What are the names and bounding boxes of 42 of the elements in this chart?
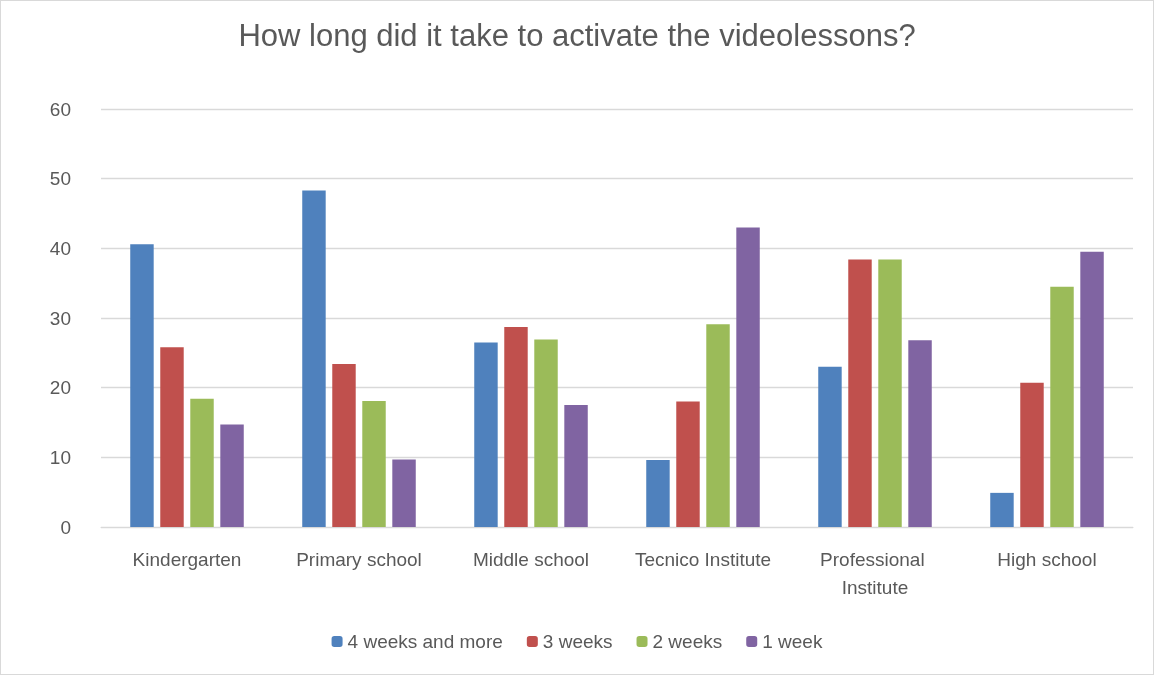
- x-tick-label: High school: [997, 548, 1097, 570]
- y-tick-label: 40: [49, 237, 71, 259]
- x-tick-label: Middle school: [472, 548, 590, 570]
- bar: [706, 324, 730, 527]
- bar: [190, 398, 214, 527]
- bar: [362, 400, 386, 527]
- x-tick-label: Kindergarten: [132, 548, 242, 570]
- bar: [646, 460, 670, 527]
- y-tick-label: 30: [49, 307, 71, 329]
- bar: [908, 340, 932, 527]
- bar: [534, 339, 558, 527]
- bar: [392, 459, 416, 527]
- legend-label: 2 weeks: [652, 631, 723, 652]
- bar: [504, 327, 528, 527]
- x-tick-label: Primary school: [296, 548, 422, 570]
- bar: [1020, 382, 1044, 527]
- bar: [220, 424, 244, 527]
- bar: [1080, 251, 1104, 527]
- legend-label: 4 weeks and more: [347, 631, 503, 652]
- x-tick-label: Professional Institute: [820, 548, 930, 598]
- bar: [818, 366, 842, 527]
- chart-title: How long did it take to activate the videolessons?: [238, 18, 916, 53]
- bar: [302, 190, 326, 527]
- bar: [676, 401, 700, 527]
- bar: [332, 363, 356, 527]
- bar: [160, 347, 184, 527]
- bar: [736, 227, 760, 527]
- y-tick-label: 0: [60, 516, 71, 538]
- x-tick-label: Tecnico Institute: [634, 548, 772, 570]
- y-tick-label: 60: [49, 98, 71, 120]
- bar: [990, 492, 1014, 527]
- bar: [848, 259, 872, 527]
- legend-label: 1 week: [762, 631, 823, 652]
- bar: [1050, 286, 1074, 527]
- y-tick-label: 10: [49, 446, 71, 468]
- y-tick-label: 20: [49, 377, 71, 399]
- bar: [130, 244, 154, 527]
- y-tick-label: 50: [49, 168, 71, 190]
- bar: [564, 405, 588, 527]
- bar: [878, 259, 902, 527]
- legend-label: 3 weeks: [542, 631, 613, 652]
- bar: [474, 342, 498, 527]
